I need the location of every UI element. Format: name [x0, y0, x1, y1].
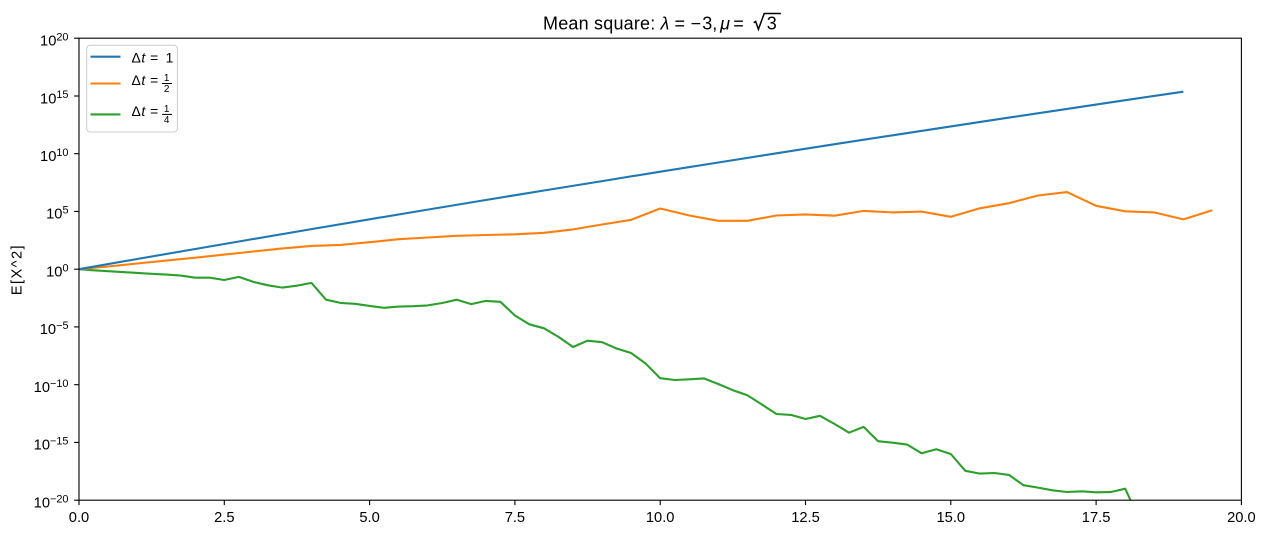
svg-text:E[X^2]: E[X^2]: [10, 244, 26, 295]
svg-text:4: 4: [164, 115, 170, 126]
svg-text:Mean square:: Mean square:: [543, 13, 655, 33]
svg-text:μ: μ: [719, 13, 730, 33]
svg-text:2: 2: [164, 84, 170, 95]
svg-text:λ: λ: [660, 13, 670, 33]
svg-text:17.5: 17.5: [1082, 510, 1111, 526]
svg-text:=: =: [675, 13, 686, 33]
svg-text:3: 3: [767, 14, 777, 34]
svg-text:−: −: [691, 13, 702, 33]
svg-text:1: 1: [164, 104, 170, 115]
svg-text:12.5: 12.5: [791, 510, 820, 526]
svg-text:10.0: 10.0: [646, 510, 675, 526]
svg-text:20.0: 20.0: [1227, 510, 1256, 526]
svg-text:=: =: [733, 13, 744, 33]
svg-text:3,: 3,: [702, 13, 717, 33]
svg-text:2.5: 2.5: [214, 510, 234, 526]
svg-text:1: 1: [164, 73, 170, 84]
svg-text:7.5: 7.5: [505, 510, 525, 526]
svg-text:Δt =: Δt =: [132, 103, 159, 119]
svg-text:0.0: 0.0: [69, 510, 89, 526]
svg-text:5.0: 5.0: [359, 510, 379, 526]
svg-text:Δt =: Δt =: [132, 50, 159, 66]
svg-text:1: 1: [166, 50, 174, 66]
svg-text:15.0: 15.0: [937, 510, 966, 526]
svg-text:Δt =: Δt =: [132, 72, 159, 88]
